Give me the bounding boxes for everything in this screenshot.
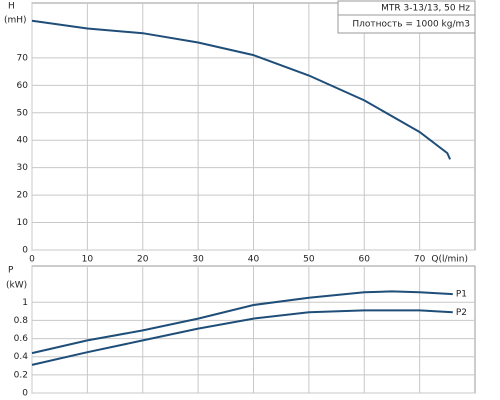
curve — [31, 19, 452, 160]
y-tick-label: 20 — [17, 191, 29, 201]
y-tick-label: 0.8 — [14, 316, 29, 326]
x-tick-label: 30 — [192, 255, 204, 265]
subtitle-box — [337, 14, 476, 34]
y-label: P — [8, 266, 14, 276]
x-tick-label: 40 — [248, 255, 260, 265]
y-tick-label: 1 — [22, 298, 28, 308]
legend-label: P2 — [456, 308, 467, 318]
y-tick-label: 0 — [22, 246, 28, 256]
x-label: Q(l/min) — [431, 255, 468, 265]
legend-label: P1 — [456, 290, 467, 300]
y-tick-label: 40 — [17, 136, 29, 146]
y-tick-label: 0.6 — [14, 334, 29, 344]
chart-title: MTR 3-13/13, 50 Hz — [381, 4, 470, 14]
x-tick-label: 10 — [82, 255, 94, 265]
y-tick-label: 70 — [17, 53, 29, 63]
x-tick-label: 50 — [303, 255, 315, 265]
x-tick-label: 60 — [359, 255, 371, 265]
y-tick-label: 50 — [17, 108, 29, 118]
y-unit: (kW) — [6, 281, 27, 291]
x-tick-label: 20 — [137, 255, 149, 265]
curve — [31, 309, 453, 366]
y-unit: (mH) — [4, 16, 27, 26]
y-tick-label: 0 — [22, 389, 28, 399]
x-tick-label: 0 — [29, 255, 35, 265]
curve — [31, 290, 453, 355]
chart-subtitle: Плотность = 1000 kg/m3 — [352, 20, 470, 30]
y-tick-label: 0.4 — [14, 352, 29, 362]
plots: 0 10 20 30 40 50 60 70 0 10 20 30 40 50 60 70 0 0.2 0.4 0.6… — [14, 2, 476, 399]
y-tick-label: 60 — [17, 81, 29, 91]
y-tick-label: 30 — [17, 163, 29, 173]
y-label: H — [8, 2, 15, 12]
y-tick-label: 10 — [17, 218, 29, 228]
y-tick-label: 0.2 — [14, 370, 28, 380]
x-tick-label: 70 — [414, 255, 426, 265]
